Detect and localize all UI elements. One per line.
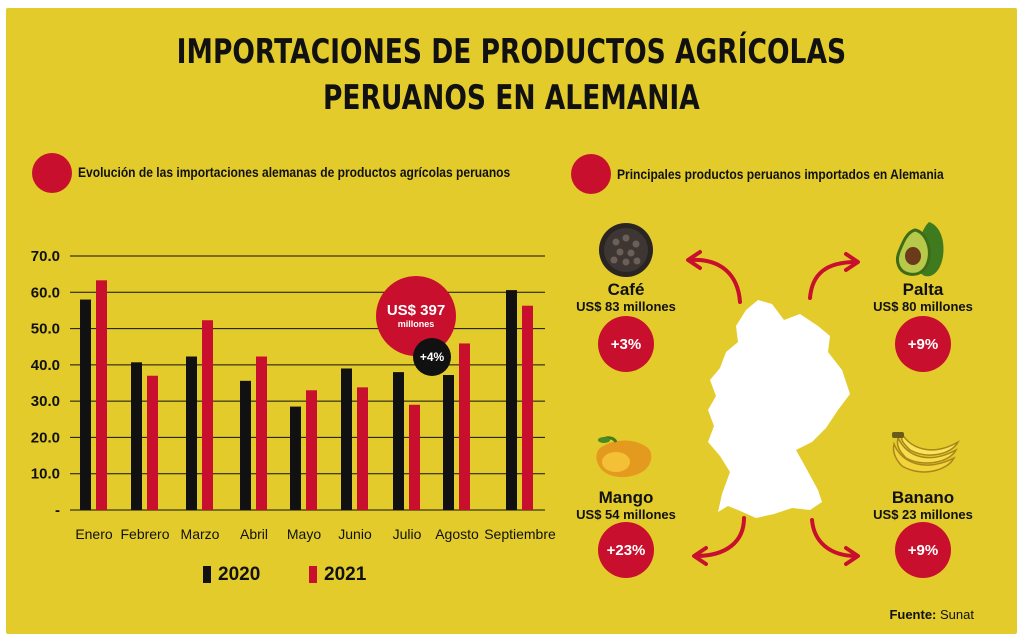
bar-chart: - 10.0 20.0 30.0 40.0 50.0 60.0 70.0 Enero Febrer… (31, 248, 556, 542)
coffee-beans-icon (599, 223, 653, 277)
product-change-palta: +9% (895, 316, 951, 372)
bar-2021-abril (256, 356, 267, 510)
title-line-1: IMPORTACIONES DE PRODUCTOS AGRÍCOLAS (176, 32, 847, 72)
bar-2021-septiembre (522, 305, 533, 510)
arrow-to-palta-head-icon (844, 252, 860, 272)
product-name-banano: Banano (891, 488, 955, 507)
x-tick-label: Febrero (120, 526, 169, 542)
bar-2021-julio (409, 404, 420, 510)
arrow-to-cafe-head-icon (686, 250, 702, 270)
section-right-dot (571, 154, 611, 194)
change-bubble: +4% (413, 338, 451, 376)
arrow-to-banano-icon (810, 518, 858, 558)
section-left-dot (32, 153, 72, 193)
y-tick-label: 60.0 (31, 284, 60, 301)
x-tick-label: Junio (338, 526, 372, 542)
product-change-mango: +23% (598, 522, 654, 578)
bar-2020-septiembre (506, 290, 517, 510)
bar-2020-marzo (186, 356, 197, 510)
bar-2021-febrero (147, 375, 158, 510)
y-tick-label: 50.0 (31, 321, 60, 338)
y-tick-label: 70.0 (31, 248, 60, 265)
product-change-cafe: +3% (598, 316, 654, 372)
bar-2020-mayo (290, 406, 301, 510)
product-name-cafe: Café (607, 280, 645, 299)
germany-map-icon (708, 300, 850, 518)
total-bubble-unit: millones (397, 319, 435, 329)
x-tick-label: Abril (240, 526, 268, 542)
total-bubble-value: US$ 397 (386, 302, 446, 319)
product-name-mango: Mango (598, 488, 654, 507)
bar-2020-julio (393, 372, 404, 510)
source-name: Sunat (940, 607, 974, 622)
title-line-2: PERUANOS EN ALEMANIA (322, 78, 700, 118)
section-right-heading: Principales productos peruanos importado… (617, 166, 944, 182)
legend-label-2020: 2020 (218, 564, 261, 585)
product-change-banano: +9% (895, 522, 951, 578)
section-left-heading: Evolución de las importaciones alemanas … (78, 164, 511, 180)
x-tick-label: Agosto (435, 526, 479, 542)
source-label: Fuente: (889, 607, 937, 622)
legend-swatch-2021 (309, 566, 317, 583)
product-value-cafe: US$ 83 millones (576, 299, 676, 314)
x-tick-label: Enero (75, 526, 113, 542)
product-name-palta: Palta (902, 280, 944, 299)
bar-2020-enero (80, 299, 91, 510)
product-value-banano: US$ 23 millones (873, 507, 973, 522)
bar-2021-marzo (202, 320, 213, 510)
x-tick-label: Septiembre (484, 526, 556, 542)
arrow-to-cafe-icon (688, 257, 742, 304)
y-tick-label: - (55, 502, 60, 519)
bar-2021-junio (357, 387, 368, 510)
mango-icon (596, 436, 652, 478)
arrow-to-mango-head-icon (692, 546, 708, 566)
x-tick-label: Julio (393, 526, 422, 542)
legend-swatch-2020 (203, 566, 211, 583)
bar-2021-agosto (459, 343, 470, 510)
y-tick-label: 20.0 (31, 429, 60, 446)
bar-2020-abril (240, 380, 251, 510)
bar-2021-enero (96, 280, 107, 510)
bar-2020-agosto (443, 375, 454, 510)
y-tick-label: 10.0 (31, 466, 60, 483)
y-tick-label: 30.0 (31, 393, 60, 410)
arrow-to-banano-head-icon (844, 546, 860, 566)
avocado-icon (895, 222, 944, 277)
product-value-mango: US$ 54 millones (576, 507, 676, 522)
bar-2020-junio (341, 368, 352, 510)
bar-2021-mayo (306, 390, 317, 510)
source-note: Fuente: Sunat (889, 607, 974, 622)
x-tick-label: Mayo (287, 526, 321, 542)
arrow-to-palta-icon (808, 260, 858, 300)
bar-2020-febrero (131, 362, 142, 510)
germany-map-graphic (686, 250, 860, 566)
legend-label-2021: 2021 (324, 564, 367, 585)
product-value-palta: US$ 80 millones (873, 299, 973, 314)
x-tick-label: Marzo (181, 526, 220, 542)
arrow-to-mango-icon (694, 516, 746, 558)
total-bubble: US$ 397 millones (376, 276, 456, 356)
banana-icon (892, 432, 960, 473)
y-tick-label: 40.0 (31, 357, 60, 374)
